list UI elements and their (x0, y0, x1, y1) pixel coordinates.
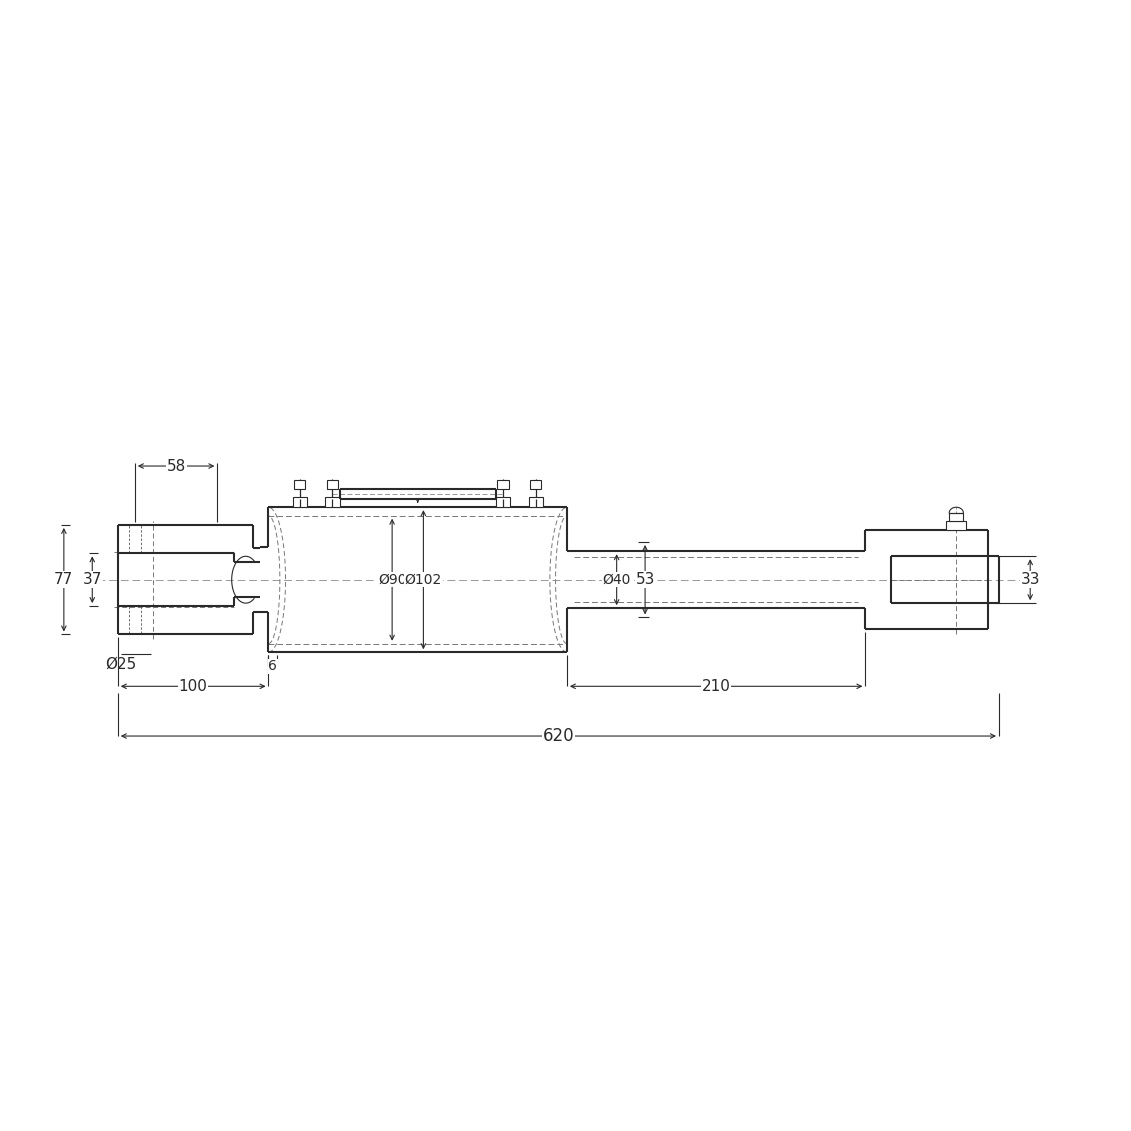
Bar (294, 481, 305, 489)
Text: 37: 37 (83, 572, 102, 587)
Text: 6: 6 (268, 659, 277, 673)
Bar (530, 481, 542, 489)
Bar (495, 498, 510, 507)
Bar (528, 498, 543, 507)
Text: 100: 100 (179, 679, 208, 693)
Text: 58: 58 (166, 458, 185, 474)
Text: 210: 210 (701, 679, 731, 693)
Bar (327, 481, 338, 489)
Text: Ø90: Ø90 (378, 572, 406, 587)
Text: Ø40: Ø40 (603, 572, 631, 587)
Text: 620: 620 (543, 727, 575, 745)
Text: Ø102: Ø102 (405, 572, 442, 587)
Text: 33: 33 (1020, 572, 1039, 587)
Bar (949, 513, 964, 521)
Bar (947, 521, 966, 530)
Text: 77: 77 (54, 572, 74, 587)
Bar (326, 498, 339, 507)
Bar (498, 481, 509, 489)
Text: 53: 53 (636, 572, 655, 587)
Text: Ø25: Ø25 (105, 657, 137, 672)
Bar (293, 498, 307, 507)
